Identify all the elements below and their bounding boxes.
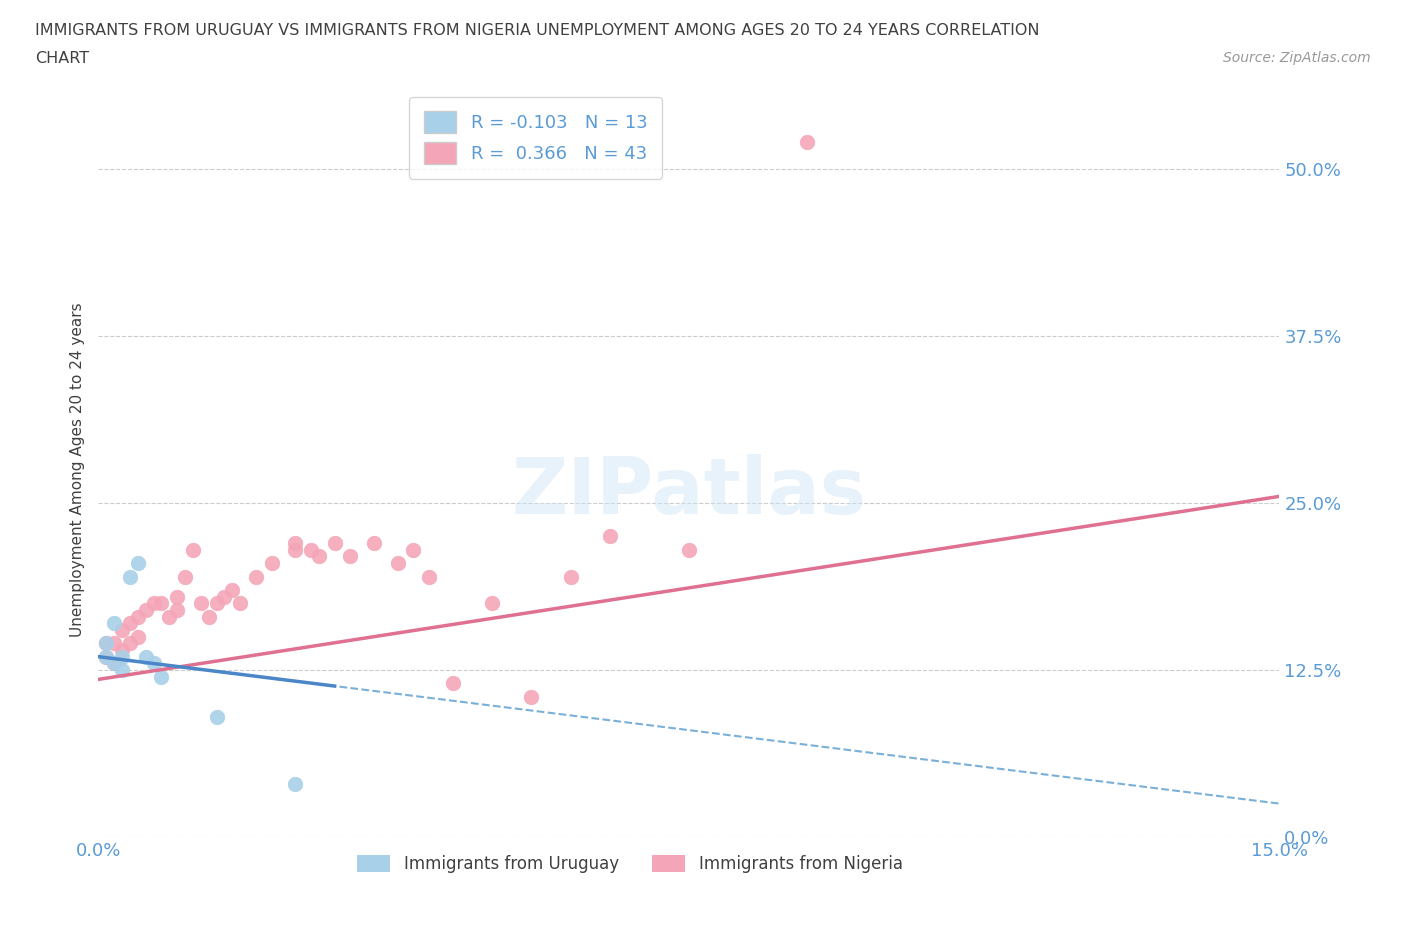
- Point: [284, 542, 307, 557]
- Point: [166, 603, 188, 618]
- Point: [135, 649, 157, 664]
- Point: [118, 636, 141, 651]
- Point: [418, 569, 440, 584]
- Point: [481, 596, 503, 611]
- Point: [111, 643, 134, 658]
- Point: [150, 670, 173, 684]
- Point: [205, 596, 228, 611]
- Point: [678, 542, 700, 557]
- Point: [166, 589, 188, 604]
- Point: [142, 656, 165, 671]
- Y-axis label: Unemployment Among Ages 20 to 24 years: Unemployment Among Ages 20 to 24 years: [69, 302, 84, 637]
- Text: CHART: CHART: [35, 51, 89, 66]
- Point: [103, 616, 125, 631]
- Point: [197, 609, 219, 624]
- Point: [205, 710, 228, 724]
- Point: [260, 556, 283, 571]
- Point: [308, 549, 330, 564]
- Point: [96, 649, 118, 664]
- Point: [111, 649, 134, 664]
- Point: [96, 636, 118, 651]
- Point: [103, 656, 125, 671]
- Point: [402, 542, 425, 557]
- Point: [157, 609, 180, 624]
- Point: [560, 569, 582, 584]
- Point: [181, 542, 204, 557]
- Point: [323, 536, 346, 551]
- Point: [127, 556, 149, 571]
- Point: [150, 596, 173, 611]
- Point: [111, 662, 134, 677]
- Point: [103, 656, 125, 671]
- Point: [118, 616, 141, 631]
- Point: [299, 542, 322, 557]
- Legend: Immigrants from Uruguay, Immigrants from Nigeria: Immigrants from Uruguay, Immigrants from…: [350, 848, 910, 880]
- Text: IMMIGRANTS FROM URUGUAY VS IMMIGRANTS FROM NIGERIA UNEMPLOYMENT AMONG AGES 20 TO: IMMIGRANTS FROM URUGUAY VS IMMIGRANTS FR…: [35, 23, 1039, 38]
- Point: [796, 135, 818, 150]
- Point: [96, 636, 118, 651]
- Point: [221, 582, 243, 597]
- Point: [284, 777, 307, 791]
- Point: [339, 549, 361, 564]
- Point: [127, 630, 149, 644]
- Point: [520, 689, 543, 704]
- Point: [599, 529, 621, 544]
- Point: [387, 556, 409, 571]
- Point: [214, 589, 236, 604]
- Point: [118, 569, 141, 584]
- Point: [135, 603, 157, 618]
- Point: [441, 676, 464, 691]
- Point: [190, 596, 212, 611]
- Point: [142, 596, 165, 611]
- Text: ZIPatlas: ZIPatlas: [512, 454, 866, 530]
- Point: [174, 569, 197, 584]
- Point: [96, 649, 118, 664]
- Point: [111, 622, 134, 637]
- Point: [127, 609, 149, 624]
- Point: [363, 536, 385, 551]
- Point: [284, 536, 307, 551]
- Point: [229, 596, 252, 611]
- Text: Source: ZipAtlas.com: Source: ZipAtlas.com: [1223, 51, 1371, 65]
- Point: [103, 636, 125, 651]
- Point: [245, 569, 267, 584]
